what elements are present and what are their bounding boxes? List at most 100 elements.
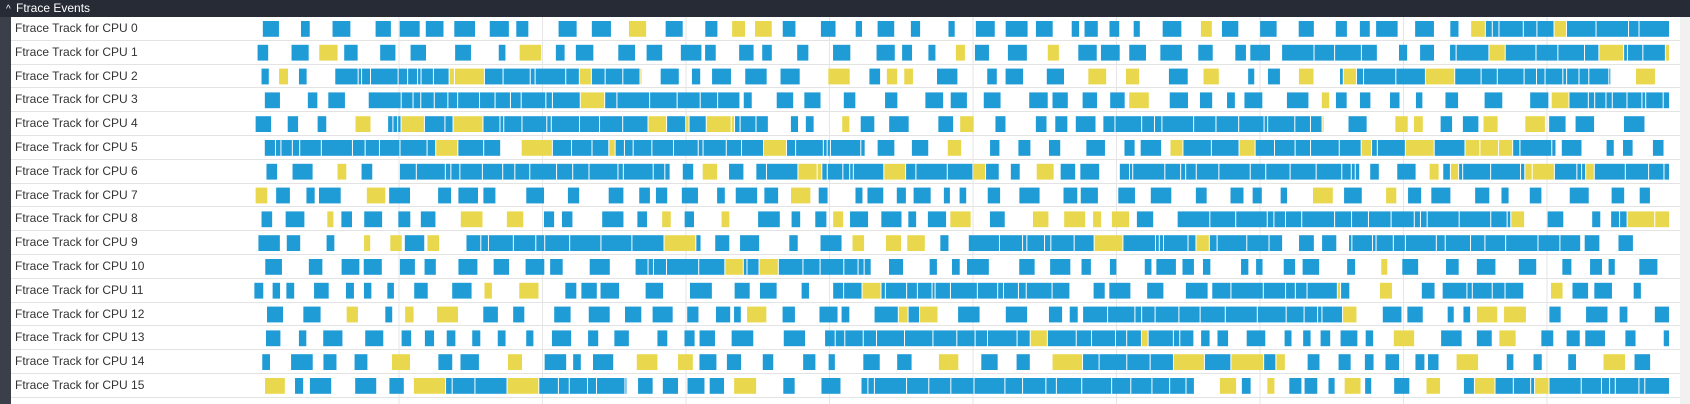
slice (664, 235, 696, 251)
slice (1491, 163, 1521, 180)
slice (453, 116, 483, 132)
track-row[interactable]: Ftrace Track for CPU 2 (11, 65, 1680, 89)
slice (988, 330, 1017, 347)
track-row[interactable]: Ftrace Track for CPU 4 (11, 112, 1680, 136)
slice (759, 259, 778, 275)
slice (1615, 378, 1639, 394)
slice (805, 116, 814, 132)
slice (907, 378, 929, 394)
slice (483, 187, 496, 204)
slice (1652, 140, 1664, 156)
slice (1152, 378, 1170, 394)
slice (801, 282, 809, 299)
slice (1480, 140, 1499, 156)
slice (510, 92, 521, 109)
slice (1627, 211, 1655, 228)
slice (1569, 187, 1589, 204)
slice (867, 187, 884, 204)
slice (681, 187, 698, 204)
track-row[interactable]: Ftrace Track for CPU 1 (11, 41, 1680, 65)
slice (1086, 140, 1105, 156)
slice (743, 259, 747, 275)
track-row[interactable]: Ftrace Track for CPU 15 (11, 374, 1680, 398)
track-row[interactable]: Ftrace Track for CPU 0 (11, 17, 1680, 41)
slice (1398, 44, 1408, 61)
slice (646, 44, 663, 61)
slice (327, 211, 334, 228)
slice (1348, 116, 1367, 132)
slice (989, 211, 1005, 228)
track-row[interactable]: Ftrace Track for CPU 14 (11, 350, 1680, 374)
slice (1471, 21, 1485, 37)
slice (1554, 163, 1577, 180)
slice (715, 306, 731, 323)
slice (614, 330, 629, 347)
slice (1483, 116, 1498, 132)
track-row[interactable]: Ftrace Track for CPU 8 (11, 207, 1680, 232)
slice (1241, 378, 1251, 394)
slice (1520, 140, 1552, 156)
slice (1050, 259, 1071, 275)
slice (1415, 354, 1425, 370)
slice (739, 44, 754, 61)
group-header[interactable]: ^ Ftrace Events (0, 0, 1690, 17)
slice (1170, 140, 1183, 156)
track-row[interactable]: Ftrace Track for CPU 3 (11, 88, 1680, 113)
collapse-icon[interactable]: ^ (6, 4, 11, 15)
slice (1649, 163, 1664, 180)
track-row[interactable]: Ftrace Track for CPU 11 (11, 279, 1680, 303)
slice (955, 44, 965, 61)
slice (818, 187, 828, 204)
slice (886, 68, 898, 85)
slice (1274, 211, 1286, 228)
slice (1314, 44, 1335, 61)
slice (1547, 211, 1564, 228)
slice (1579, 68, 1589, 85)
slice (1386, 187, 1397, 204)
slice (504, 116, 522, 132)
slice (1407, 306, 1423, 323)
track-row[interactable]: Ftrace Track for CPU 13 (11, 326, 1680, 351)
slice (1335, 211, 1352, 228)
track-row[interactable]: Ftrace Track for CPU 5 (11, 136, 1680, 160)
slice (1219, 163, 1250, 180)
slice (1414, 211, 1420, 228)
slice (291, 44, 309, 61)
slice (1298, 21, 1314, 37)
slice (1450, 21, 1459, 37)
track-row[interactable]: Ftrace Track for CPU 10 (11, 255, 1680, 279)
track-row[interactable]: Ftrace Track for CPU 7 (11, 184, 1680, 208)
slice (1280, 187, 1288, 204)
slice (653, 163, 665, 180)
slice (1302, 259, 1320, 275)
slice (1115, 116, 1142, 132)
track-row[interactable]: Ftrace Track for CPU 9 (11, 231, 1680, 255)
slice (1481, 68, 1497, 85)
slice (1492, 21, 1499, 37)
slice (565, 282, 577, 299)
slice (1127, 354, 1150, 370)
slice (1026, 282, 1052, 299)
slice (665, 21, 683, 37)
slice (1459, 211, 1491, 228)
track-row[interactable]: Ftrace Track for CPU 6 (11, 160, 1680, 184)
slice (1310, 116, 1322, 132)
slice (1239, 140, 1255, 156)
slice (1195, 187, 1207, 204)
slice (796, 140, 823, 156)
slice (323, 354, 337, 370)
slice (609, 140, 615, 156)
track-label: Ftrace Track for CPU 2 (15, 68, 138, 83)
slice (1304, 306, 1318, 323)
slice (543, 211, 555, 228)
slice (1337, 282, 1341, 299)
slice (1382, 306, 1402, 323)
slice (680, 44, 702, 61)
slice (1385, 354, 1400, 370)
slice (1088, 68, 1107, 85)
slice (1538, 235, 1560, 251)
track-row[interactable]: Ftrace Track for CPU 12 (11, 303, 1680, 327)
slice (569, 378, 588, 394)
slice (1365, 378, 1372, 394)
slice (601, 235, 632, 251)
